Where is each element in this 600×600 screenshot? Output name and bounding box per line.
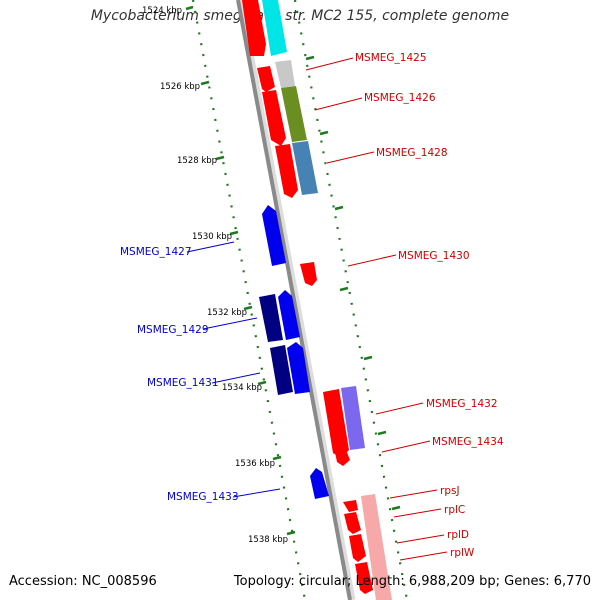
ruler-tick xyxy=(215,155,225,161)
gene-block-slate[interactable] xyxy=(341,386,365,450)
inner-track-ticks xyxy=(305,55,401,511)
gene-arrow-forward[interactable] xyxy=(349,534,366,562)
gene-label-msmeg-1425[interactable]: MSMEG_1425 xyxy=(355,52,427,64)
gene-arrow-reverse[interactable] xyxy=(310,468,329,499)
gene-arrow-forward[interactable] xyxy=(275,144,298,198)
gene-label-msmeg-1431[interactable]: MSMEG_1431 xyxy=(147,377,219,389)
accession-label: Accession: NC_008596 xyxy=(9,574,157,589)
ruler-ticks: 1524 kbp 1526 kbp 1528 kbp 1530 kbp 1532… xyxy=(142,5,296,545)
gene-label-msmeg-1434[interactable]: MSMEG_1434 xyxy=(432,436,504,448)
gene-block-steel[interactable] xyxy=(292,141,318,195)
ruler-tick xyxy=(243,305,253,311)
gene-arrow-reverse[interactable] xyxy=(259,294,283,342)
gene-arrow-forward[interactable] xyxy=(257,66,275,92)
label-leader-line xyxy=(389,489,438,499)
gene-arrow-forward[interactable] xyxy=(300,262,317,286)
ruler-label: 1528 kbp xyxy=(177,156,217,166)
gene-arrow-reverse[interactable] xyxy=(287,342,310,394)
ruler-tick xyxy=(257,380,267,386)
topology-label: Topology: circular; Length: 6,988,209 bp… xyxy=(233,574,591,589)
ruler-tick xyxy=(286,530,296,536)
label-leader-line xyxy=(326,151,375,164)
ruler-tick xyxy=(185,5,194,11)
gene-label-msmeg-1429[interactable]: MSMEG_1429 xyxy=(137,324,209,336)
gene-label-msmeg-1430[interactable]: MSMEG_1430 xyxy=(398,250,470,262)
label-leader-line xyxy=(232,488,281,498)
gene-arrow-reverse[interactable] xyxy=(270,345,293,395)
gene-block-pink[interactable] xyxy=(361,494,392,600)
gene-label-msmeg-1433[interactable]: MSMEG_1433 xyxy=(167,491,239,503)
label-leader-line xyxy=(381,440,431,453)
gene-label-rplw[interactable]: rplW xyxy=(450,547,475,559)
gene-label-rpsj[interactable]: rpsJ xyxy=(440,485,460,497)
ruler-tick xyxy=(200,80,210,86)
ruler-label: 1536 kbp xyxy=(235,459,275,469)
gene-arrow-forward[interactable] xyxy=(323,389,349,458)
label-leader-line xyxy=(375,402,424,415)
label-leader-line xyxy=(347,254,397,267)
gene-label-rplc[interactable]: rplC xyxy=(444,504,465,516)
gene-arrow-forward[interactable] xyxy=(335,450,350,466)
gene-label-msmeg-1428[interactable]: MSMEG_1428 xyxy=(376,147,448,159)
chromosome-backbone xyxy=(236,0,352,600)
label-leader-line xyxy=(202,317,258,330)
forward-gene-labels: MSMEG_1425 MSMEG_1426 MSMEG_1428 MSMEG_1… xyxy=(305,52,504,561)
gene-label-rpld[interactable]: rplD xyxy=(447,529,469,541)
gene-arrow-forward[interactable] xyxy=(242,0,266,56)
gene-arrow-reverse[interactable] xyxy=(262,205,286,266)
gene-arrow-partial[interactable] xyxy=(262,0,287,56)
ruler-label: 1530 kbp xyxy=(192,232,232,242)
gene-label-msmeg-1427[interactable]: MSMEG_1427 xyxy=(120,246,192,258)
ruler-label: 1538 kbp xyxy=(248,535,288,545)
gene-arrow-forward[interactable] xyxy=(343,500,358,512)
label-leader-line xyxy=(211,372,261,384)
reverse-gene-labels: MSMEG_1427 MSMEG_1429 MSMEG_1431 MSMEG_1… xyxy=(120,241,281,503)
label-leader-line xyxy=(399,551,448,561)
ruler-tick xyxy=(272,455,282,461)
gene-label-msmeg-1426[interactable]: MSMEG_1426 xyxy=(364,92,436,104)
label-leader-line xyxy=(396,534,445,544)
gene-block-grey[interactable] xyxy=(275,60,295,88)
label-leader-line xyxy=(186,241,235,253)
label-leader-line xyxy=(314,97,363,111)
gene-label-msmeg-1432[interactable]: MSMEG_1432 xyxy=(426,398,498,410)
ruler-label: 1534 kbp xyxy=(222,383,262,393)
label-leader-line xyxy=(305,57,354,71)
gene-block-olive[interactable] xyxy=(281,86,307,142)
gene-arrow-forward[interactable] xyxy=(262,90,286,146)
gene-arrow-forward[interactable] xyxy=(344,512,361,534)
gene-arrow-reverse[interactable] xyxy=(278,290,300,340)
ruler-label: 1532 kbp xyxy=(207,308,247,318)
ruler-label: 1524 kbp xyxy=(142,6,182,16)
ruler-tick xyxy=(229,230,239,236)
ruler-label: 1526 kbp xyxy=(160,82,200,92)
gene-arrow-forward[interactable] xyxy=(355,562,373,594)
label-leader-line xyxy=(393,508,442,518)
